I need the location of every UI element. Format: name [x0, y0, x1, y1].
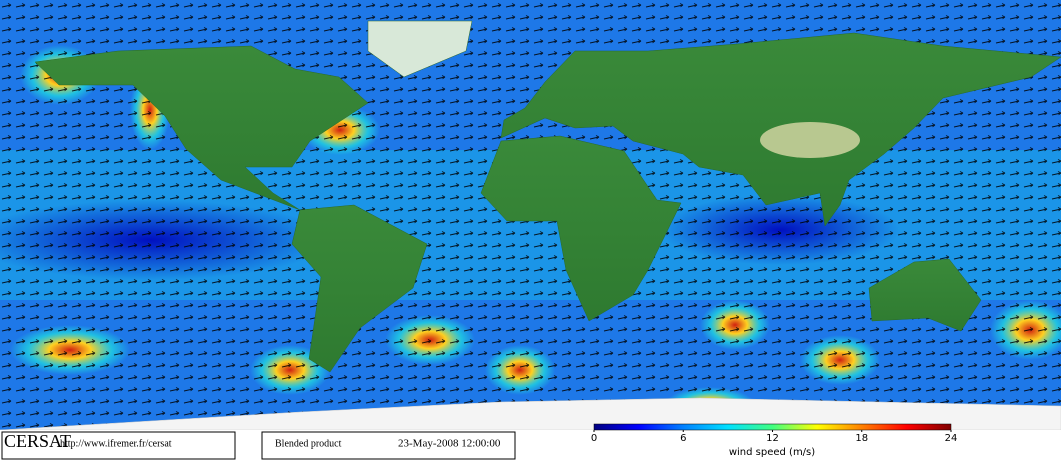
- org: CERSAT: [4, 431, 71, 451]
- colorbar-tick-label: 0: [591, 433, 597, 444]
- product: Blended product: [275, 438, 342, 449]
- colorbar-tick-label: 18: [855, 433, 868, 444]
- colorbar-scale: [593, 423, 952, 431]
- colorbar-tick-label: 6: [680, 433, 686, 444]
- colorbar-label: wind speed (m/s): [729, 447, 815, 458]
- org-box: [1, 431, 236, 460]
- colorbar-tick-label: 12: [766, 433, 779, 444]
- product-box: [261, 431, 516, 460]
- colorbar-tick-label: 24: [945, 433, 958, 444]
- land: [0, 20, 1061, 431]
- url: http://www.ifremer.fr/cersat: [60, 438, 172, 449]
- datetime: 23-May-2008 12:00:00: [398, 438, 501, 450]
- colorbar: 0 6 12 18 24: [591, 423, 958, 444]
- footer: CERSAT http://www.ifremer.fr/cersat Blen…: [0, 430, 1061, 462]
